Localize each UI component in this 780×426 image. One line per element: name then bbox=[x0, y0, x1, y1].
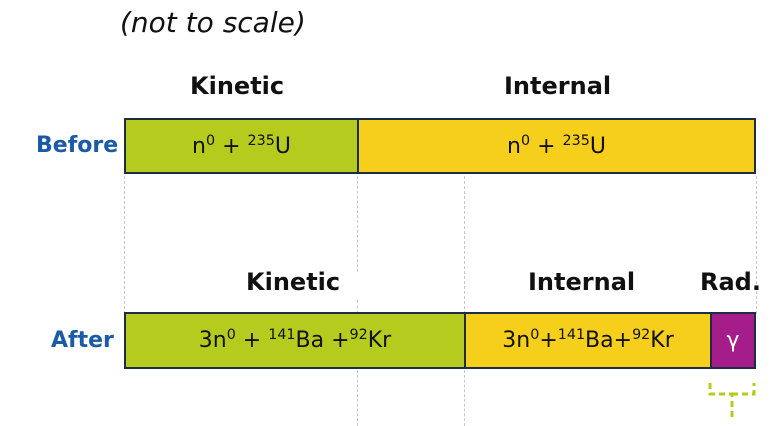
after-internal-bar: 3n0+141Ba+92Kr bbox=[464, 312, 712, 369]
before-internal-header: Internal bbox=[504, 72, 612, 100]
after-radiation-bar: γ bbox=[710, 312, 756, 369]
after-kinetic-text: 3n0 + 141Ba +92Kr bbox=[198, 327, 392, 353]
before-kinetic-bar: n0 + 235U bbox=[124, 118, 359, 174]
before-row-label: Before bbox=[36, 133, 119, 158]
guide-line-left bbox=[124, 176, 125, 314]
guide-line-after-split bbox=[464, 176, 465, 314]
guide-line-before-split-upper bbox=[357, 176, 358, 272]
gamma-symbol: γ bbox=[726, 328, 740, 353]
before-internal-text: n0 + 235U bbox=[507, 132, 606, 159]
guide-line-before-split-mid bbox=[357, 300, 358, 314]
after-row-label: After bbox=[51, 328, 114, 353]
after-internal-text: 3n0+141Ba+92Kr bbox=[502, 327, 674, 353]
before-internal-bar: n0 + 235U bbox=[357, 118, 756, 174]
radiation-bracket-icon bbox=[708, 383, 756, 420]
before-kinetic-header: Kinetic bbox=[190, 72, 285, 100]
guide-line-before-split-lower bbox=[357, 370, 358, 426]
guide-line-right bbox=[756, 176, 757, 314]
after-internal-header: Internal bbox=[528, 268, 636, 296]
not-to-scale-note: (not to scale) bbox=[120, 6, 306, 39]
after-kinetic-bar: 3n0 + 141Ba +92Kr bbox=[124, 312, 466, 369]
after-kinetic-header: Kinetic bbox=[246, 268, 341, 296]
guide-line-after-split-lower bbox=[464, 370, 465, 426]
before-kinetic-text: n0 + 235U bbox=[192, 132, 291, 159]
after-radiation-header: Rad. bbox=[700, 268, 761, 296]
